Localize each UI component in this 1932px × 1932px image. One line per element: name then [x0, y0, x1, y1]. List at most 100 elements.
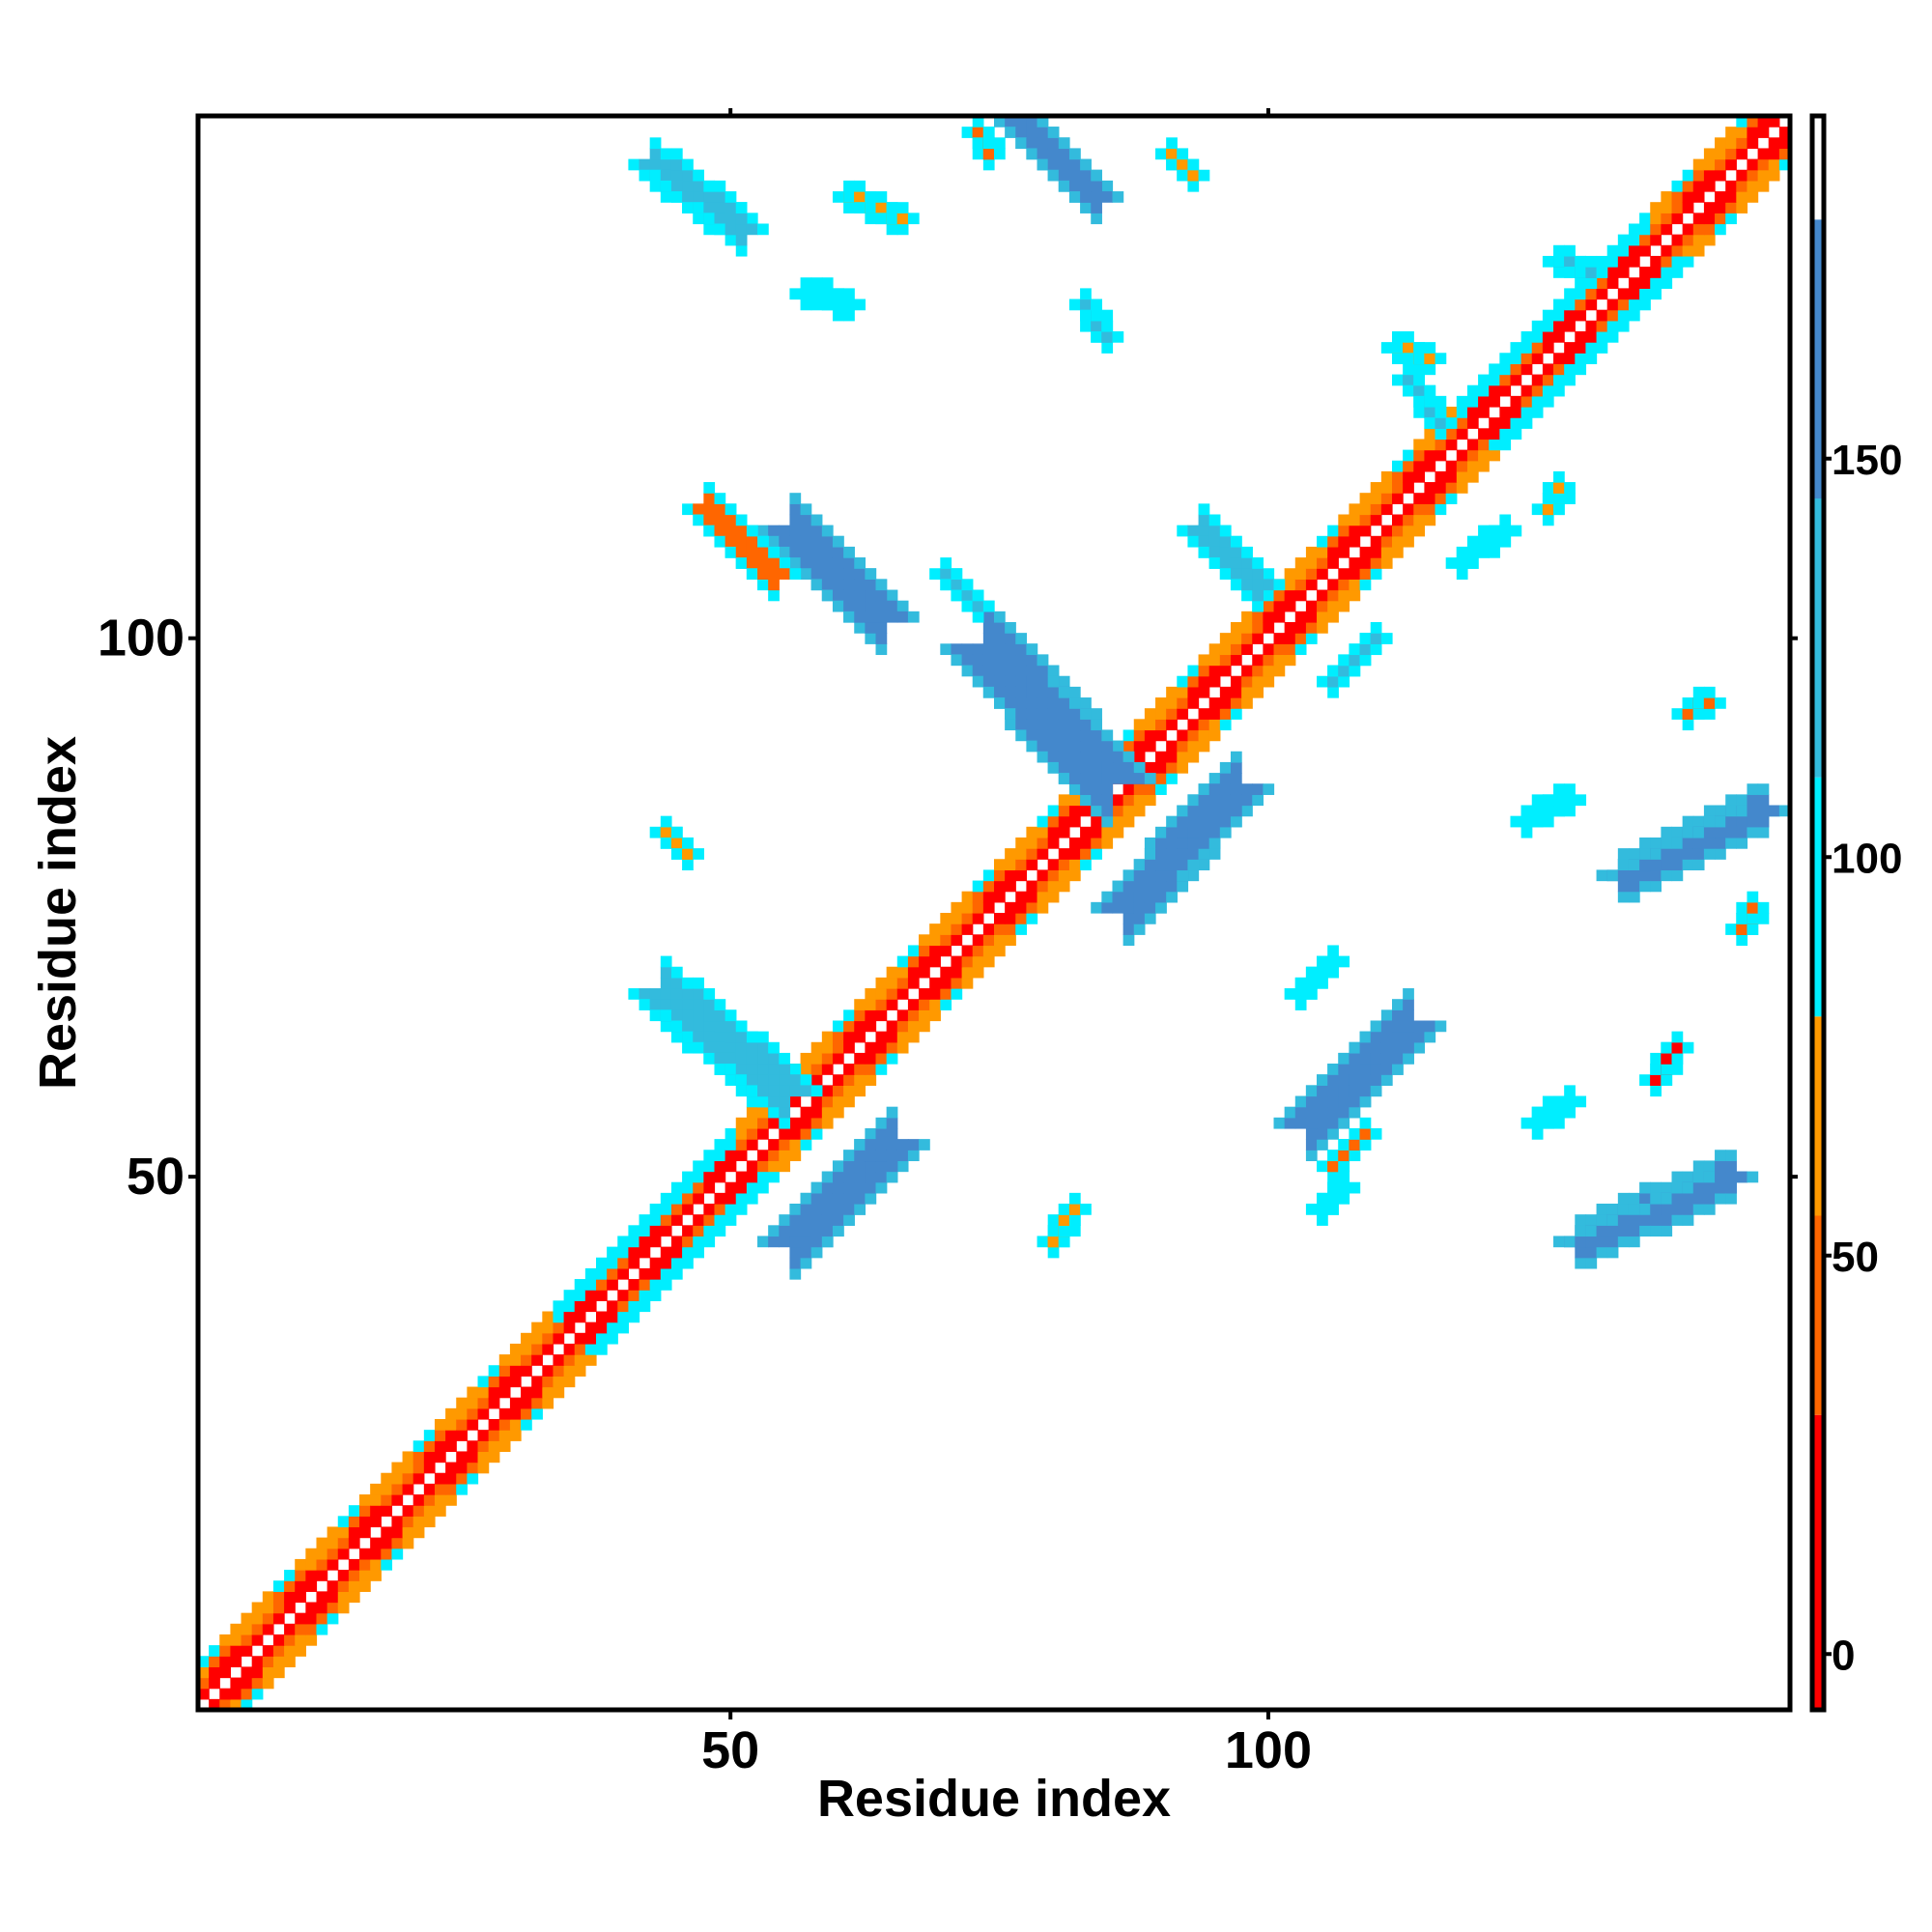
heatmap-cell	[800, 1214, 812, 1226]
heatmap-cell	[1284, 568, 1296, 580]
heatmap-cell	[1166, 708, 1178, 720]
heatmap-cell	[724, 1052, 737, 1065]
heatmap-cell	[531, 1376, 543, 1388]
heatmap-cell	[617, 1290, 630, 1301]
heatmap-cell	[1553, 805, 1565, 817]
heatmap-cell	[1661, 191, 1673, 203]
heatmap-cell	[1047, 837, 1060, 849]
heatmap-cell	[402, 1483, 414, 1495]
heatmap-cell	[929, 988, 941, 1000]
heatmap-cell	[1047, 127, 1060, 138]
heatmap-cell	[1338, 1085, 1350, 1097]
heatmap-cell	[1359, 1127, 1372, 1140]
heatmap-cell	[1037, 137, 1049, 150]
heatmap-cell	[1413, 525, 1426, 537]
heatmap-cell	[1650, 1074, 1662, 1086]
heatmap-cell	[1671, 1031, 1684, 1043]
heatmap-cell	[1241, 675, 1253, 688]
heatmap-cell	[1703, 202, 1716, 213]
heatmap-cell	[1112, 826, 1124, 838]
heatmap-cell	[1466, 395, 1479, 408]
heatmap-cell	[1725, 127, 1737, 138]
heatmap-cell	[1380, 525, 1393, 537]
heatmap-cell	[821, 1106, 834, 1119]
heatmap-cell	[810, 298, 823, 311]
heatmap-cell	[810, 546, 823, 558]
heatmap-cell	[746, 1171, 758, 1183]
heatmap-cell	[649, 826, 662, 838]
heatmap-cell	[531, 1407, 543, 1420]
heatmap-cell	[348, 1537, 360, 1549]
heatmap-cell	[1725, 202, 1737, 213]
heatmap-cell	[219, 1698, 232, 1711]
heatmap-cell	[1338, 1181, 1350, 1194]
colorbar-band	[1812, 1414, 1824, 1710]
heatmap-cell	[1015, 137, 1028, 150]
heatmap-cell	[724, 546, 737, 558]
heatmap-cell	[810, 535, 823, 548]
heatmap-cell	[607, 1257, 618, 1269]
heatmap-cell	[1359, 1064, 1372, 1075]
heatmap-cell	[1736, 180, 1748, 192]
heatmap-cell	[1058, 826, 1070, 838]
heatmap-cell	[1715, 223, 1726, 236]
heatmap-cell	[1671, 191, 1684, 203]
heatmap-cell	[1617, 1225, 1630, 1237]
heatmap-cell	[724, 1192, 737, 1205]
heatmap-cell	[757, 1236, 769, 1248]
heatmap-cell	[1294, 579, 1307, 591]
heatmap-cell	[1133, 751, 1146, 763]
heatmap-cell	[1661, 859, 1673, 871]
heatmap-cell	[1553, 493, 1565, 504]
heatmap-cell	[670, 1204, 683, 1215]
heatmap-cell	[1219, 557, 1232, 569]
heatmap-cell	[832, 600, 844, 612]
heatmap-cell	[1596, 1246, 1608, 1259]
heatmap-cell	[1392, 525, 1404, 537]
heatmap-cell	[746, 1074, 758, 1086]
heatmap-cell	[305, 1634, 318, 1646]
heatmap-cell	[1327, 535, 1339, 548]
heatmap-cell	[1101, 191, 1114, 203]
heatmap-cell	[1091, 330, 1102, 343]
heatmap-cell	[714, 1204, 726, 1215]
heatmap-cell	[670, 977, 683, 989]
heatmap-cell	[639, 169, 651, 182]
heatmap-cell	[1359, 493, 1372, 504]
heatmap-cell	[1122, 869, 1135, 882]
heatmap-cell	[1520, 417, 1533, 429]
heatmap-cell	[1520, 815, 1533, 828]
heatmap-cell	[381, 1505, 393, 1517]
heatmap-cell	[1703, 180, 1716, 192]
heatmap-cell	[789, 1236, 802, 1248]
heatmap-cell	[843, 180, 855, 192]
heatmap-cell	[509, 1343, 522, 1355]
heatmap-cell	[1531, 503, 1544, 516]
heatmap-cell	[1445, 428, 1458, 440]
heatmap-cell	[1499, 428, 1512, 440]
heatmap-cell	[670, 966, 683, 979]
heatmap-cell	[1639, 298, 1651, 311]
heatmap-cell	[886, 988, 898, 1000]
heatmap-cells	[198, 116, 1791, 1711]
heatmap-cell	[1478, 535, 1490, 548]
heatmap-cell	[553, 1376, 565, 1388]
heatmap-cell	[1305, 579, 1318, 591]
heatmap-cell	[337, 1602, 350, 1614]
heatmap-cell	[1177, 751, 1189, 763]
heatmap-cell	[1101, 740, 1114, 753]
heatmap-cell	[1564, 783, 1576, 795]
heatmap-cell	[542, 1365, 554, 1377]
heatmap-cell	[1606, 1214, 1619, 1226]
heatmap-cell	[1424, 428, 1436, 440]
heatmap-cell	[886, 223, 898, 236]
heatmap-cell	[1778, 127, 1791, 138]
heatmap-cell	[1208, 557, 1221, 569]
heatmap-cell	[1692, 1171, 1705, 1183]
heatmap-cell	[251, 1666, 264, 1679]
heatmap-cell	[1661, 826, 1673, 838]
heatmap-cell	[951, 579, 963, 591]
heatmap-cell	[854, 1009, 866, 1022]
heatmap-cell	[1101, 891, 1114, 903]
heatmap-cell	[1068, 191, 1081, 203]
